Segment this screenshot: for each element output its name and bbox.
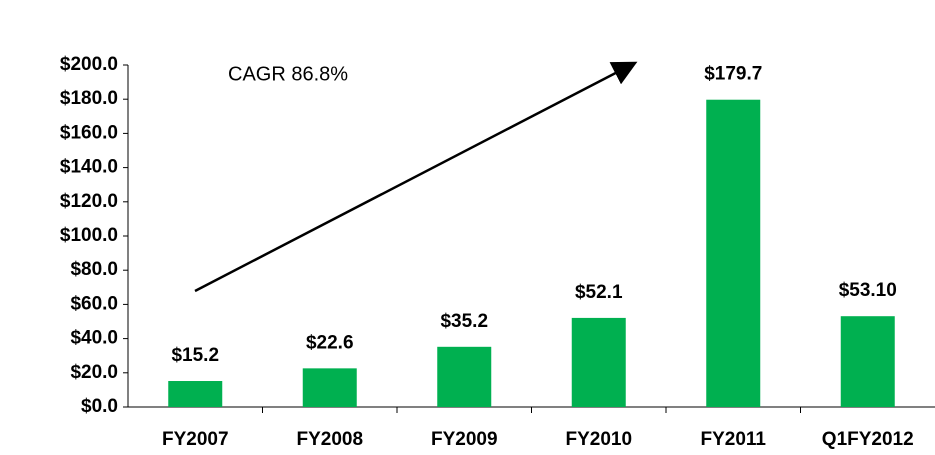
data-label: $35.2 bbox=[440, 311, 488, 332]
x-tick-label: FY2007 bbox=[162, 429, 229, 450]
y-tick-label: $20.0 bbox=[70, 362, 118, 383]
bar bbox=[302, 368, 357, 407]
y-tick-label: $120.0 bbox=[60, 191, 118, 212]
y-tick-label: $200.0 bbox=[60, 54, 118, 75]
y-tick-label: $0.0 bbox=[81, 396, 118, 417]
annotation: CAGR 86.8% bbox=[228, 63, 348, 85]
data-label: $15.2 bbox=[171, 345, 219, 366]
y-tick-label: $80.0 bbox=[70, 259, 118, 280]
data-label: $52.1 bbox=[575, 282, 623, 303]
x-tick-label: Q1FY2012 bbox=[822, 429, 914, 450]
data-label: $22.6 bbox=[306, 332, 354, 353]
data-label: $179.7 bbox=[704, 64, 762, 85]
y-tick-label: $40.0 bbox=[70, 328, 118, 349]
bar bbox=[437, 346, 492, 407]
y-tick-label: $160.0 bbox=[60, 122, 118, 143]
x-tick-label: FY2011 bbox=[701, 429, 767, 450]
bar bbox=[706, 99, 761, 407]
bar bbox=[168, 381, 223, 407]
bar bbox=[571, 317, 626, 407]
y-tick-label: $60.0 bbox=[70, 293, 118, 314]
bar bbox=[840, 316, 895, 407]
trend-arrow bbox=[194, 61, 638, 293]
y-tick-label: $140.0 bbox=[60, 157, 118, 178]
x-tick-label: FY2008 bbox=[296, 429, 363, 450]
y-tick-label: $180.0 bbox=[60, 88, 118, 109]
y-tick-label: $100.0 bbox=[60, 225, 118, 246]
data-label: $53.10 bbox=[839, 280, 897, 301]
x-tick-label: FY2009 bbox=[431, 429, 498, 450]
x-tick-label: FY2010 bbox=[565, 429, 632, 450]
